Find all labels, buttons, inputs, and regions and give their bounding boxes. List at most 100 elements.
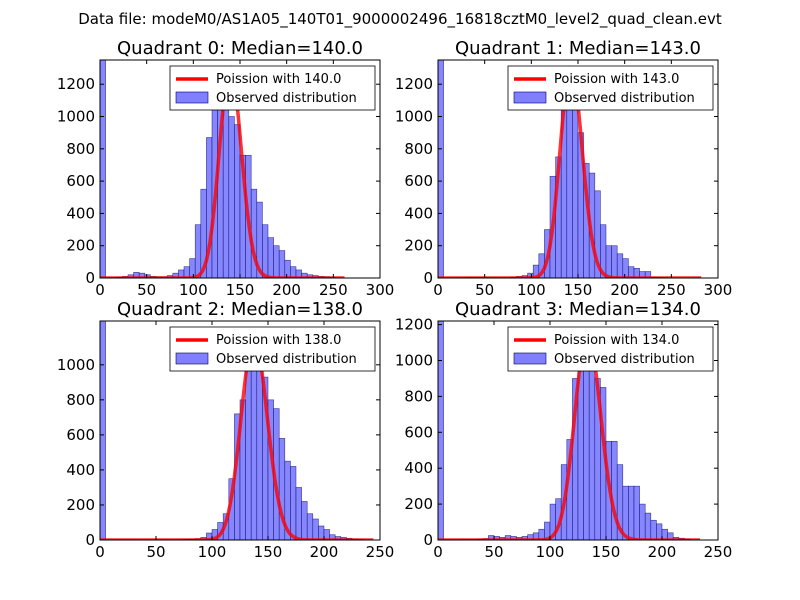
x-tick-label: 0 — [95, 281, 105, 299]
histogram-bar — [644, 512, 652, 540]
histogram-bar — [273, 245, 280, 278]
y-tick-label: 1000 — [395, 351, 433, 369]
y-tick-label: 600 — [66, 172, 95, 190]
quadrant-1-panel: Quadrant 1: Median=143.0 0 50 100 150 200 250… — [395, 38, 733, 299]
histogram-bar — [438, 60, 444, 278]
histogram-bar — [583, 351, 590, 540]
histogram-bar — [278, 250, 286, 278]
y-tick-label: 600 — [66, 426, 95, 444]
y-tick-label: 1200 — [395, 75, 433, 93]
x-tick-label: 0 — [433, 281, 443, 299]
y-tick-label: 0 — [85, 269, 95, 287]
histogram-bar — [588, 342, 596, 540]
y-tick-label: 600 — [404, 423, 433, 441]
histogram-bar — [290, 466, 297, 540]
x-tick-label: 250 — [704, 543, 733, 561]
quadrant-2-panel: Quadrant 2: Median=138.0 0 50 100 150 200 250… — [57, 299, 395, 561]
y-tick-label: 200 — [404, 237, 433, 255]
quadrant-0-panel: Quadrant 0: Median=140.0 0 50 100 150 200 250… — [57, 38, 395, 299]
legend-label-poisson: Poission with 143.0 — [554, 72, 679, 87]
poisson-curve — [100, 335, 374, 540]
x-tick-label: 200 — [272, 281, 301, 299]
legend-bar-swatch — [175, 352, 209, 365]
x-tick-label: 0 — [433, 543, 443, 561]
histogram-bar — [611, 245, 618, 278]
x-tick-label: 100 — [179, 281, 208, 299]
y-tick-label: 1000 — [57, 356, 95, 374]
panel-title: Quadrant 2: Median=138.0 — [117, 299, 363, 320]
poisson-curve — [100, 65, 345, 278]
panel-title: Quadrant 0: Median=140.0 — [117, 38, 363, 59]
legend-label-observed: Observed distribution — [216, 352, 357, 367]
y-tick-label: 1000 — [395, 108, 433, 126]
y-tick-label: 0 — [85, 531, 95, 549]
y-tick-label: 400 — [66, 461, 95, 479]
y-tick-label: 400 — [404, 459, 433, 477]
histogram-bar — [605, 245, 612, 278]
plot-area — [438, 321, 701, 540]
x-tick-label: 300 — [704, 281, 733, 299]
histogram-bar — [622, 258, 629, 278]
histogram-bar — [234, 124, 241, 278]
histogram-bar — [189, 258, 196, 278]
x-tick-label: 250 — [366, 543, 395, 561]
legend-bar-swatch — [513, 352, 547, 365]
y-tick-label: 200 — [404, 495, 433, 513]
y-tick-label: 800 — [404, 140, 433, 158]
legend: Poission with 138.0 Observed distribution — [169, 326, 376, 372]
histogram-bar — [628, 485, 635, 540]
x-tick-label: 150 — [226, 281, 255, 299]
y-tick-label: 200 — [66, 496, 95, 514]
histogram-bar — [572, 88, 579, 278]
y-tick-label: 800 — [66, 140, 95, 158]
y-tick-label: 1000 — [57, 108, 95, 126]
histogram-bar — [667, 532, 674, 540]
panel-title: Quadrant 1: Median=143.0 — [455, 38, 701, 59]
histogram-bar — [267, 237, 274, 278]
y-tick-label: 400 — [404, 204, 433, 222]
panel-title: Quadrant 3: Median=134.0 — [455, 299, 701, 320]
histogram-bar — [616, 253, 624, 278]
legend-label-poisson: Poission with 134.0 — [554, 333, 679, 348]
histogram-bar — [438, 321, 444, 540]
y-tick-label: 0 — [423, 531, 433, 549]
x-tick-label: 50 — [146, 543, 165, 561]
x-tick-label: 150 — [592, 543, 621, 561]
y-tick-label: 600 — [404, 172, 433, 190]
histogram-bar — [644, 271, 652, 278]
histogram-bar — [656, 523, 663, 540]
y-tick-label: 1200 — [57, 75, 95, 93]
y-tick-label: 200 — [66, 237, 95, 255]
x-tick-label: 200 — [310, 543, 339, 561]
histogram-bar — [650, 519, 657, 540]
plot-area — [100, 321, 374, 540]
x-tick-label: 150 — [254, 543, 283, 561]
x-tick-label: 0 — [95, 543, 105, 561]
legend-label-poisson: Poission with 140.0 — [216, 72, 341, 87]
histogram-bar — [228, 116, 235, 278]
x-tick-label: 50 — [137, 281, 156, 299]
legend: Poission with 143.0 Observed distribution — [507, 65, 714, 111]
legend-label-observed: Observed distribution — [216, 91, 357, 106]
y-tick-label: 800 — [404, 387, 433, 405]
histogram-bar — [611, 440, 618, 540]
x-tick-label: 250 — [319, 281, 348, 299]
x-tick-label: 150 — [564, 281, 593, 299]
x-tick-label: 300 — [366, 281, 395, 299]
plot-area — [100, 60, 345, 278]
histogram-bar — [194, 224, 202, 278]
x-tick-label: 100 — [198, 543, 227, 561]
axes-frame — [99, 320, 381, 541]
x-tick-label: 250 — [657, 281, 686, 299]
legend: Poission with 140.0 Observed distribution — [169, 65, 376, 111]
histogram-bar — [633, 485, 640, 540]
histogram-bar — [306, 513, 314, 540]
x-tick-label: 200 — [648, 543, 677, 561]
histogram-bar — [301, 501, 308, 540]
legend: Poission with 134.0 Observed distribution — [507, 326, 714, 372]
y-tick-label: 1200 — [395, 316, 433, 334]
x-tick-label: 50 — [475, 281, 494, 299]
y-tick-label: 800 — [66, 391, 95, 409]
y-tick-label: 400 — [66, 204, 95, 222]
